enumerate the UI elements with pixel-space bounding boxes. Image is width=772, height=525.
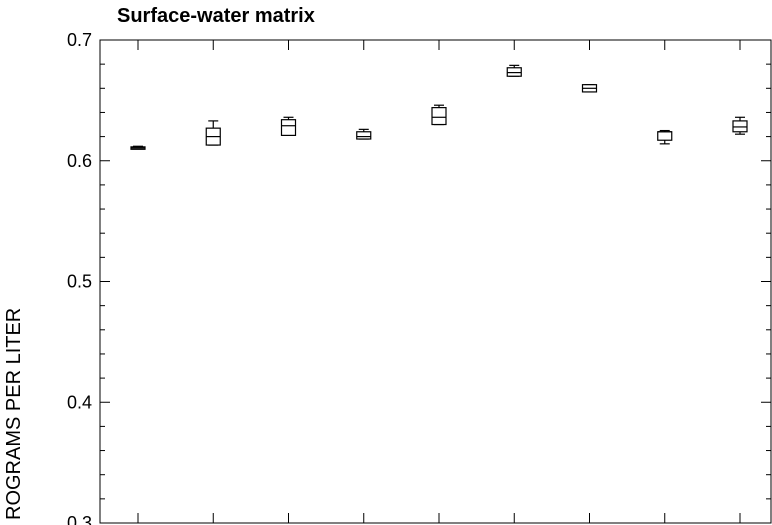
box-plot-4 — [356, 128, 372, 140]
box-plot-9 — [732, 116, 748, 135]
chart-title: Surface-water matrix — [117, 5, 315, 27]
iqr-box — [431, 107, 447, 126]
y-tick-label: 0.3 — [67, 513, 92, 525]
iqr-box — [280, 119, 297, 136]
y-tick-label: 0.7 — [67, 30, 92, 50]
box-plot-7 — [581, 84, 598, 93]
x-axis — [137, 40, 741, 523]
box-plot-5 — [431, 104, 447, 126]
box-series — [130, 64, 748, 150]
iqr-box — [506, 67, 522, 77]
iqr-box — [732, 120, 748, 133]
iqr-box — [657, 131, 673, 141]
box-plot-2 — [205, 120, 221, 146]
y-tick-label: 0.5 — [67, 272, 92, 292]
box-plot-1 — [130, 145, 146, 150]
box-plot-3 — [280, 116, 297, 136]
box-plot-8 — [657, 129, 673, 145]
y-tick-label: 0.6 — [67, 151, 92, 171]
box-plot-6 — [506, 64, 522, 77]
y-axis: 0.3 0.4 0.5 0.6 0.7 — [67, 30, 771, 525]
y-tick-label: 0.4 — [67, 392, 92, 412]
y-axis-label: ROGRAMS PER LITER — [3, 308, 25, 520]
iqr-box — [356, 131, 372, 140]
